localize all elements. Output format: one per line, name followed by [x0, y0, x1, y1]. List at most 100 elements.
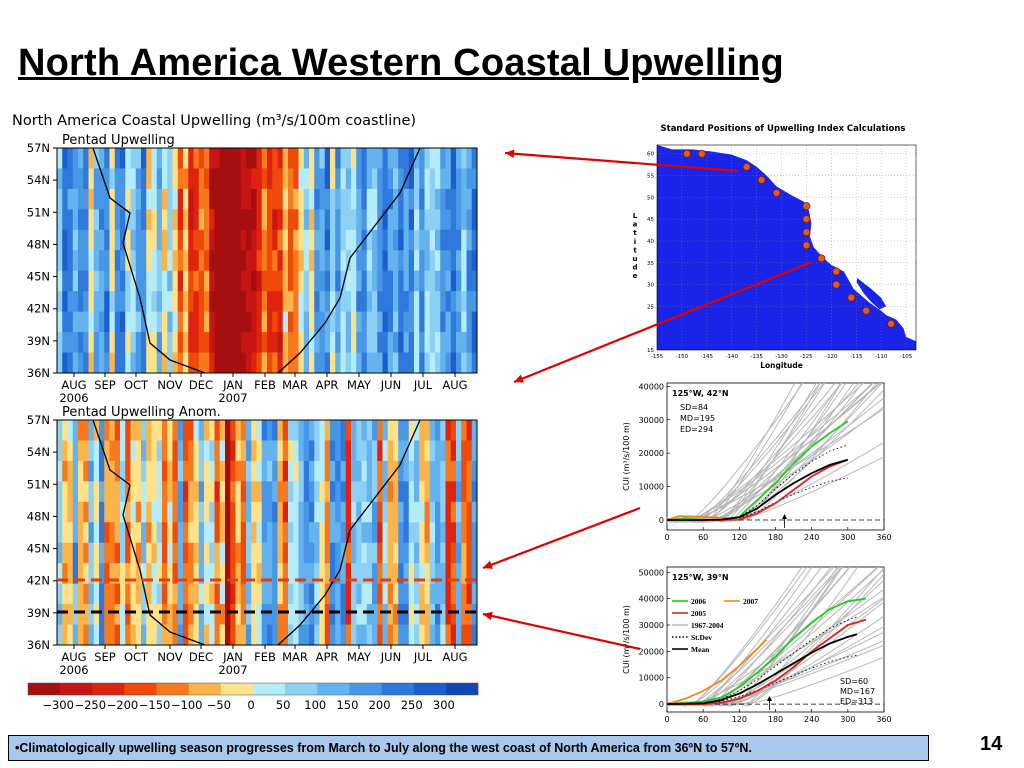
upwelling-station-point [832, 267, 841, 276]
cui-stat: SD=60 [840, 677, 868, 686]
y-tick-label: 39N [27, 334, 50, 348]
y-tick-label: 54N [27, 445, 50, 459]
legend-entry: 2005 [691, 609, 706, 618]
colorbar-swatch [445, 683, 479, 695]
map-ylabel-letter: L [633, 212, 638, 220]
cui-x-tick: 240 [804, 533, 819, 542]
colorbar-label: −200 [107, 698, 139, 712]
map-y-tick: 60 [647, 152, 654, 158]
x-tick-label: AUG [61, 378, 86, 392]
x-tick-label: JUN [380, 378, 401, 392]
cui-y-tick: 40000 [639, 595, 664, 604]
y-tick-label: 51N [27, 205, 50, 219]
map-x-tick: -115 [850, 354, 863, 360]
x-tick-label: FEB [254, 378, 276, 392]
upwelling-station-point [887, 319, 896, 328]
y-tick-label: 45N [27, 270, 50, 284]
heatmap1-subtitle: Pentad Upwelling [62, 133, 175, 148]
cui-x-tick: 0 [664, 533, 669, 542]
colorbar-label: −300 [42, 698, 74, 712]
colorbar-label: 50 [276, 698, 291, 712]
upwelling-station-point [697, 149, 706, 158]
map-x-tick: -130 [775, 354, 788, 360]
x-tick-label: APR [316, 378, 339, 392]
upwelling-station-point [817, 254, 826, 263]
colorbar-label: 200 [369, 698, 391, 712]
colorbar-label: 150 [336, 698, 358, 712]
upwelling-station-point [832, 280, 841, 289]
heatmap-main-title: North America Coastal Upwelling (m³/s/10… [12, 113, 416, 129]
cui-stat: ED=313 [840, 697, 873, 706]
cui-y-tick: 10000 [639, 483, 664, 492]
x-tick-label: OCT [124, 378, 149, 392]
cui-chart-39n: 0 60 120 180 240 300 360 0 10000 20000 30000 40000 5… [622, 566, 892, 724]
cui-x-tick: 360 [876, 715, 891, 724]
upwelling-station-point [862, 306, 871, 315]
x-tick-label: FEB [254, 650, 276, 664]
x-tick-label: JUL [413, 378, 433, 392]
legend-entry: Mean [691, 645, 710, 654]
colorbar-swatch [92, 683, 125, 695]
x-tick-label: APR [316, 650, 339, 664]
x-tick-label: SEP [94, 378, 116, 392]
map-x-tick: -140 [725, 354, 738, 360]
y-tick-label: 48N [27, 237, 50, 251]
colorbar-label: −100 [171, 698, 203, 712]
cui-x-tick: 120 [732, 533, 747, 542]
y-tick-label: 54N [27, 173, 50, 187]
cui-x-tick: 300 [840, 533, 855, 542]
cui-chart-42n: 0 60 120 180 240 300 360 0 10000 20000 30000 40000 C… [622, 382, 892, 542]
year-label: 2007 [218, 663, 247, 677]
upwelling-station-point [802, 215, 811, 224]
colorbar-swatch [413, 683, 447, 695]
map-x-tick: -110 [875, 354, 888, 360]
x-tick-label: SEP [94, 650, 116, 664]
x-tick-label: JUN [380, 650, 401, 664]
map-y-tick: 50 [647, 195, 654, 201]
cui-x-tick: 120 [732, 715, 747, 724]
upwelling-station-point [757, 175, 766, 184]
summary-bullet: •Climatologically upwelling season progr… [8, 735, 929, 761]
cui-stat: MD=195 [680, 414, 715, 423]
x-tick-label: DEC [189, 378, 213, 392]
cui-ylabel: CUI (m³/s/100 m) [622, 605, 631, 674]
cui-x-tick: 300 [840, 715, 855, 724]
map-ylabel-letter: t [633, 246, 637, 254]
colorbar: −300 −250 −200 −150 −100 −50 0 50 100 150 200 250 30… [27, 682, 479, 712]
colorbar-label: −150 [139, 698, 171, 712]
cui-y-tick: 0 [659, 516, 664, 525]
colorbar-swatch [317, 683, 350, 695]
series-line-mean [667, 458, 849, 521]
series-line-2006 [667, 597, 867, 705]
map-x-tick: -125 [800, 354, 813, 360]
upwelling-station-point [847, 293, 856, 302]
x-tick-label: MAR [282, 378, 308, 392]
page-number: 14 [980, 733, 1003, 755]
y-tick-label: 42N [27, 302, 50, 316]
x-tick-label: MAY [347, 378, 372, 392]
y-tick-label: 51N [27, 477, 50, 491]
x-tick-label: NOV [157, 650, 182, 664]
cui-x-tick: 180 [768, 533, 783, 542]
cui-y-tick: 10000 [639, 674, 664, 683]
cui-stat: MD=167 [840, 687, 875, 696]
heatmap-pentad-upwelling [57, 148, 477, 373]
map-x-tick: -105 [900, 354, 913, 360]
cui-ylabel: CUI (m³/s/100 m) [622, 422, 631, 491]
map-xlabel: Longitude [760, 361, 803, 370]
cui-y-tick: 30000 [639, 416, 664, 425]
map-y-tick: 40 [647, 239, 654, 245]
y-tick-label: 48N [27, 509, 50, 523]
x-tick-label: AUG [442, 650, 467, 664]
colorbar-label: 300 [433, 698, 455, 712]
connector-arrows [482, 149, 813, 651]
upwelling-station-point [802, 241, 811, 250]
map-ylabel-letter: e [633, 272, 638, 280]
cui-stat: SD=84 [680, 403, 708, 412]
cui-location: 125°W, 42°N [672, 389, 729, 398]
colorbar-swatch [156, 683, 190, 695]
x-tick-label: JAN [222, 650, 243, 664]
x-tick-label: AUG [61, 650, 86, 664]
series-line-2005 [667, 618, 867, 705]
